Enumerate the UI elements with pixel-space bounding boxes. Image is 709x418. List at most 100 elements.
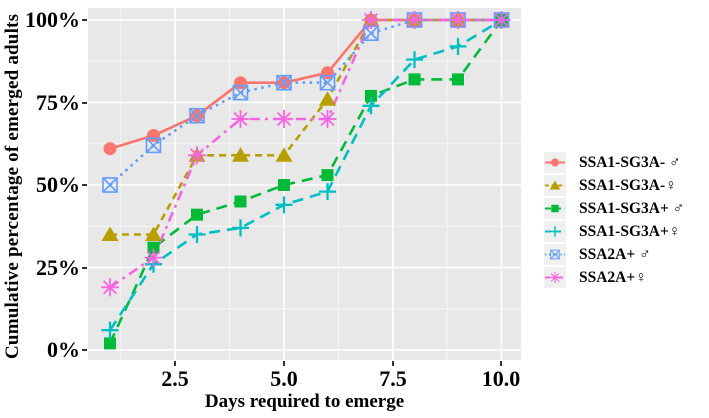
legend-key-icon <box>544 152 566 173</box>
line <box>145 137 162 153</box>
square-cross-marker-icon <box>145 137 162 154</box>
rect <box>232 84 249 101</box>
legend-item-ssa2a-pos-female: SSA2A+♀ <box>544 266 684 289</box>
rect <box>276 74 292 91</box>
legend-key-icon <box>544 244 566 265</box>
line <box>276 111 292 127</box>
legend-label: SSA1-SG3A-♀ <box>579 176 677 194</box>
line <box>494 12 509 28</box>
x-tick-mark <box>500 361 502 366</box>
plus-marker-icon <box>232 219 249 237</box>
y-tick-mark <box>82 349 87 351</box>
x-tick-mark <box>283 361 285 366</box>
series-line-2 <box>108 19 503 344</box>
x-tick-label-7-5: 7.5 <box>379 366 407 391</box>
line <box>363 12 379 28</box>
series-line-3 <box>108 18 503 331</box>
square-marker-icon <box>234 195 247 208</box>
legend-item-ssa1-sg3a-pos-female: SSA1-SG3A+♀ <box>544 220 684 243</box>
asterisk-marker-icon <box>101 278 119 297</box>
asterisk-marker-icon <box>449 11 467 29</box>
triangle-marker-icon <box>101 226 119 241</box>
y-tick-label-100: 100% <box>25 7 80 32</box>
line <box>550 249 560 260</box>
line <box>320 111 335 127</box>
square-cross-marker-icon <box>276 74 292 91</box>
square-cross-marker-icon <box>550 249 560 260</box>
asterisk-marker-icon <box>275 110 293 128</box>
circle-marker-icon <box>103 142 117 156</box>
square-marker-icon <box>452 73 464 86</box>
asterisk-marker-icon <box>362 11 380 29</box>
triangle-marker-icon <box>145 226 162 241</box>
legend-key-icon <box>544 198 566 219</box>
rect <box>319 74 336 91</box>
series-line-0 <box>109 18 502 150</box>
plus-marker-icon <box>449 37 467 55</box>
series-line-4 <box>109 18 502 186</box>
y-tick-label-75: 75% <box>36 90 80 115</box>
rect <box>550 249 560 260</box>
x-tick-mark <box>392 361 394 366</box>
line <box>363 25 379 41</box>
square-marker-icon <box>365 89 377 102</box>
plus-marker-icon <box>101 321 119 339</box>
y-tick-mark <box>82 19 87 21</box>
square-marker-icon <box>104 337 116 350</box>
legend-label: SSA2A+♀ <box>579 268 647 286</box>
square-cross-marker-icon <box>189 107 205 124</box>
plus-marker-icon <box>406 51 423 69</box>
line <box>102 177 118 193</box>
plus-marker-icon <box>549 226 561 237</box>
line <box>450 12 466 28</box>
legend-key-icon <box>544 221 566 242</box>
asterisk-marker-icon <box>405 11 424 29</box>
triangle-marker-icon <box>275 147 293 162</box>
line <box>233 111 248 127</box>
asterisk-marker-icon <box>188 146 206 165</box>
y-tick-mark <box>82 184 87 186</box>
line <box>189 148 205 163</box>
legend-label: SSA1-SG3A- ♂ <box>579 153 681 171</box>
line <box>276 75 292 91</box>
square-cross-marker-icon <box>232 84 249 101</box>
line <box>189 108 205 124</box>
asterisk-marker-icon <box>492 11 511 29</box>
square-marker-icon <box>408 73 421 86</box>
plot-panel <box>88 8 521 360</box>
line <box>407 12 422 28</box>
plus-marker-icon <box>188 226 206 243</box>
asterisk-marker-icon <box>231 110 250 128</box>
triangle-marker-icon <box>232 147 249 162</box>
y-tick-label-25: 25% <box>36 255 80 280</box>
plus-marker-icon <box>275 196 293 214</box>
x-tick-label-10-0: 10.0 <box>481 366 521 391</box>
y-tick-label-0: 0% <box>47 337 80 362</box>
legend-key-icon <box>544 175 566 196</box>
square-marker-icon <box>278 179 290 191</box>
legend-label: SSA1-SG3A+ ♂ <box>579 199 685 217</box>
line <box>232 85 249 101</box>
square-cross-marker-icon <box>102 177 118 193</box>
square-marker-icon <box>551 204 559 213</box>
square-cross-marker-icon <box>319 74 336 91</box>
y-tick-mark <box>82 267 87 269</box>
y-tick-label-50: 50% <box>36 172 80 197</box>
x-axis-title: Days required to emerge <box>204 391 405 412</box>
legend-key-icon <box>544 267 566 288</box>
legend: SSA1-SG3A- ♂ SSA1-SG3A-♀ SSA1-SG3A+ ♂ SS… <box>544 151 684 289</box>
plus-marker-icon <box>319 183 336 201</box>
legend-item-ssa1-sg3a-neg-female: SSA1-SG3A-♀ <box>544 174 684 197</box>
triangle-marker-icon <box>319 91 336 106</box>
line <box>319 75 336 91</box>
rect <box>102 177 118 193</box>
chart-svg <box>88 8 521 360</box>
series-line-5 <box>109 18 502 289</box>
x-tick-label-5-0: 5.0 <box>270 366 298 391</box>
rect <box>189 107 205 124</box>
line <box>146 250 161 265</box>
legend-item-ssa1-sg3a-neg-male: SSA1-SG3A- ♂ <box>544 151 684 174</box>
legend-item-ssa1-sg3a-pos-male: SSA1-SG3A+ ♂ <box>544 197 684 220</box>
line <box>550 273 560 282</box>
